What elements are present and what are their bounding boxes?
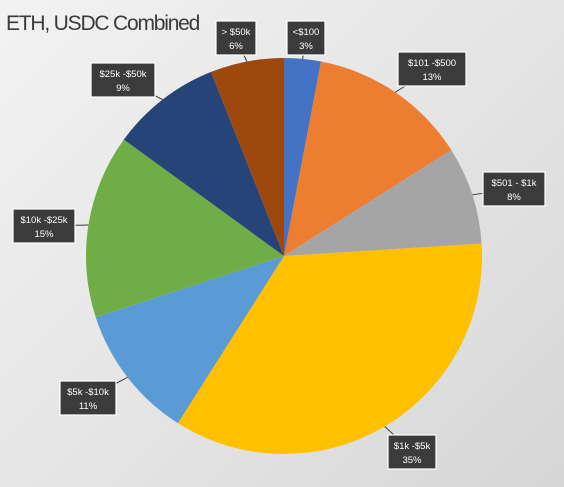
callout-box [90,62,156,98]
slice-percent-label: 3% [299,41,313,52]
callout-box [286,20,326,56]
pie-slice [95,256,284,424]
slice-label: $101 -$500 [408,58,456,69]
pie-slice [284,58,322,256]
pie-slice [86,139,285,318]
slice-percent-label: 15% [34,229,54,240]
slice-callout: $101 -$500 13% [397,51,467,87]
pie-slices [86,58,482,454]
callout-box [387,434,437,470]
slice-percent-label: 8% [507,192,521,203]
slice-label: $25k -$50k [99,69,146,80]
slice-label: > $50k [222,27,251,38]
callout-box [397,51,467,87]
slice-callout: $25k -$50k 9% [90,62,156,98]
callout-box [59,380,117,416]
slice-callout: $501 - $1k 8% [482,171,546,207]
slice-callout: $10k -$25k 15% [12,208,76,244]
pie-slice [284,61,452,256]
slice-label: <$100 [293,27,320,38]
slice-callout: $1k -$5k 35% [387,434,437,470]
slice-label: $1k -$5k [394,441,431,452]
pie-slice [284,149,482,256]
slice-percent-label: 6% [229,41,243,52]
slice-callout: $5k -$10k 11% [59,380,117,416]
callout-labels: <$100 3% $101 -$500 13% $501 - $1k 8% $1k -$5k… [12,20,546,470]
pie-slice [177,243,482,454]
chart-title: ETH, USDC Combined [6,12,200,35]
slice-label: $10k -$25k [20,215,67,226]
slice-percent-label: 35% [402,455,422,466]
pie-slice [211,58,284,256]
pie-slice [123,71,284,256]
callout-box [482,171,546,207]
slice-label: $501 - $1k [492,178,537,189]
slice-label: $5k -$10k [67,387,109,398]
slice-percent-label: 11% [79,401,98,412]
callout-box [12,208,76,244]
callout-box [215,20,257,56]
slice-percent-label: 9% [116,83,130,94]
slice-callout: > $50k 6% [215,20,257,56]
slice-callout: <$100 3% [286,20,326,56]
slice-percent-label: 13% [422,72,442,83]
